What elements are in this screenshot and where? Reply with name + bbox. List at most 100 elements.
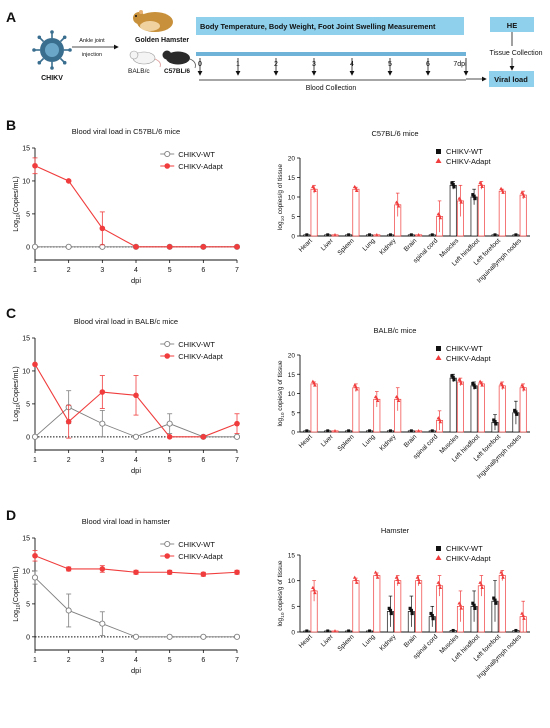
replicate-point-adapt bbox=[459, 381, 464, 385]
replicate-point-adapt bbox=[479, 381, 484, 385]
viral-load-label: Viral load bbox=[494, 75, 528, 84]
replicate-point-adapt bbox=[395, 202, 400, 206]
measurement-banner-text: Body Temperature, Body Weight, Foot Join… bbox=[200, 22, 436, 31]
replicate-point-adapt bbox=[396, 580, 401, 584]
replicate-point-adapt bbox=[396, 204, 401, 208]
replicate-point-adapt bbox=[396, 398, 401, 403]
x-axis-label: dpi bbox=[131, 466, 141, 475]
legend-marker-adapt bbox=[435, 158, 442, 163]
replicate-point-adapt bbox=[521, 192, 525, 196]
replicate-point-adapt bbox=[480, 585, 484, 590]
y-axis-label-main: Log bbox=[13, 220, 20, 232]
replicate-point-wt bbox=[515, 412, 519, 416]
x-tick-label: 4 bbox=[134, 457, 138, 464]
legend-marker-adapt bbox=[164, 553, 171, 559]
replicate-point-adapt bbox=[437, 417, 442, 421]
y-axis-label-main: log bbox=[277, 221, 284, 230]
replicate-point-wt bbox=[388, 608, 393, 613]
data-point-adapt bbox=[99, 225, 106, 232]
y-axis-label: Log10(Copies/mL) bbox=[13, 176, 22, 231]
bar-adapt bbox=[415, 580, 423, 633]
x-tick-label: 7 bbox=[235, 657, 239, 664]
x-tick-label: 3 bbox=[100, 657, 104, 664]
x-axis-label: dpi bbox=[131, 276, 141, 285]
category-label: Liver bbox=[320, 633, 336, 649]
bar-adapt bbox=[352, 188, 360, 237]
legend-label-wt: CHIKV-WT bbox=[446, 147, 483, 156]
replicate-point-wt bbox=[429, 611, 433, 616]
category-label: Spleen bbox=[336, 237, 356, 257]
replicate-point-adapt bbox=[438, 419, 443, 424]
series-line-adapt bbox=[34, 165, 237, 248]
replicate-point-wt bbox=[493, 420, 497, 424]
replicate-point-adapt bbox=[417, 429, 421, 432]
data-point-wt bbox=[200, 633, 207, 640]
y-axis-label-main: Log bbox=[13, 610, 20, 622]
data-point-adapt bbox=[166, 569, 173, 576]
hamster-label: Golden Hamster bbox=[135, 37, 189, 44]
replicate-point-adapt bbox=[375, 575, 380, 579]
legend-marker-adapt bbox=[164, 353, 171, 359]
legend-marker-wt bbox=[164, 150, 171, 158]
replicate-point-adapt bbox=[436, 580, 441, 584]
replicate-point-wt bbox=[347, 629, 351, 633]
data-point-adapt bbox=[32, 552, 38, 559]
data-point-adapt bbox=[200, 571, 207, 578]
replicate-point-wt bbox=[431, 617, 435, 621]
data-point-wt bbox=[132, 633, 140, 640]
replicate-point-wt bbox=[492, 596, 496, 600]
data-point-adapt bbox=[99, 389, 106, 395]
legend-label-wt: CHIKV-WT bbox=[178, 540, 215, 549]
replicate-point-adapt bbox=[458, 379, 463, 383]
y-axis-label-rest: copies/g of tissue bbox=[277, 164, 284, 216]
replicate-point-wt bbox=[430, 613, 434, 618]
replicate-point-wt bbox=[471, 601, 475, 605]
y-axis-label-rest: (Copies/mL) bbox=[13, 566, 20, 604]
replicate-point-wt bbox=[493, 598, 497, 602]
bar-adapt bbox=[498, 575, 506, 633]
c57-blood-viral-load-chart: Blood viral load in C57BL/6 mice 0 5 10 15 1 2… bbox=[13, 127, 241, 285]
y-tick-label: 15 bbox=[22, 146, 30, 153]
replicate-point-wt bbox=[430, 233, 434, 237]
route-label-line2: injection bbox=[82, 52, 102, 58]
data-point-adapt bbox=[99, 566, 106, 572]
data-point-adapt bbox=[65, 178, 72, 184]
he-label: HE bbox=[507, 21, 517, 30]
replicate-point-adapt bbox=[375, 233, 379, 236]
replicate-point-adapt bbox=[313, 188, 317, 192]
replicate-point-adapt bbox=[352, 575, 357, 579]
replicate-point-adapt bbox=[500, 188, 505, 192]
legend-label-adapt: CHIKV-Adapt bbox=[446, 157, 492, 166]
data-point-wt bbox=[233, 633, 241, 640]
legend-label-adapt: CHIKV-Adapt bbox=[178, 552, 224, 561]
replicate-point-adapt bbox=[415, 575, 420, 579]
replicate-point-adapt bbox=[458, 603, 463, 607]
replicate-point-wt bbox=[473, 606, 477, 610]
replicate-point-wt bbox=[473, 385, 477, 389]
replicate-point-adapt bbox=[312, 587, 316, 592]
schematic-panel: CHIKV Ankle joint injection Golden Hamst… bbox=[32, 10, 543, 92]
y-tick-label: 0 bbox=[26, 244, 30, 251]
legend-marker-wt bbox=[436, 546, 441, 551]
replicate-point-adapt bbox=[437, 582, 442, 586]
y-tick-label: 5 bbox=[26, 601, 30, 608]
replicate-point-adapt bbox=[354, 384, 358, 389]
y-tick-label: 5 bbox=[26, 211, 30, 218]
y-tick-label: 0 bbox=[291, 234, 295, 241]
chart-title: Hamster bbox=[381, 526, 410, 535]
chart-title: BALB/c mice bbox=[374, 326, 417, 335]
bar-adapt bbox=[310, 383, 318, 433]
replicate-point-adapt bbox=[311, 585, 315, 590]
replicate-point-wt bbox=[368, 629, 372, 633]
replicate-point-adapt bbox=[375, 398, 380, 403]
legend-marker-wt bbox=[436, 346, 441, 351]
timeline-day-label: 7dpi bbox=[453, 61, 467, 68]
balbc-mouse-icon bbox=[129, 50, 161, 68]
bar-adapt bbox=[394, 580, 402, 633]
virus-label: CHIKV bbox=[41, 75, 63, 82]
y-axis-label-sub: 10 bbox=[280, 412, 286, 418]
y-tick-label: 5 bbox=[26, 401, 30, 408]
replicate-point-adapt bbox=[354, 577, 358, 581]
y-tick-label: 10 bbox=[288, 195, 296, 202]
y-tick-label: 0 bbox=[26, 634, 30, 641]
